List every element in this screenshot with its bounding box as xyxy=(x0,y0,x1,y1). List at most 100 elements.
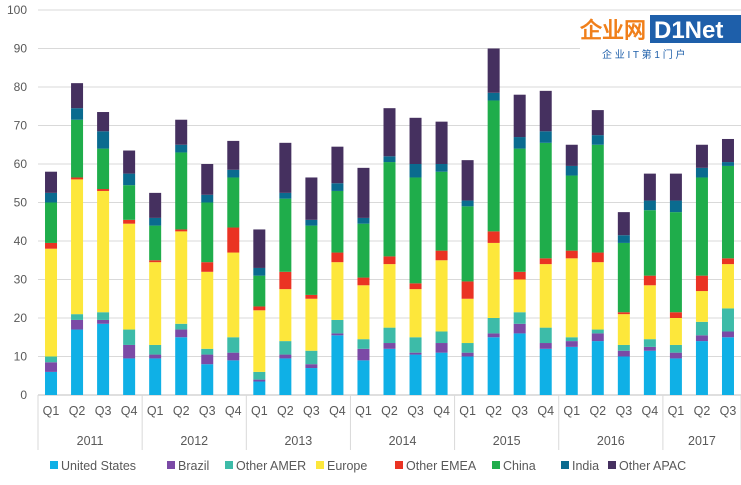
bar-segment-brazil xyxy=(565,341,578,347)
bar-segment-china xyxy=(279,198,292,272)
bar-segment-china xyxy=(123,185,136,220)
quarter-label: Q2 xyxy=(69,404,86,418)
watermark-logo: 企业网 D1Net 企 业 I T 第 1 门 户 xyxy=(579,12,741,62)
bar-segment-other-amer xyxy=(71,314,84,320)
bar-segment-other-amer xyxy=(253,371,266,380)
bar-segment-other-amer xyxy=(357,339,370,349)
legend-label: Brazil xyxy=(178,459,209,473)
bar-segment-other-emea xyxy=(643,275,656,286)
bar-segment-other-apac xyxy=(669,173,682,201)
bar-segment-other-emea xyxy=(71,177,84,180)
bar-segment-china xyxy=(695,177,708,276)
bar-segment-other-amer xyxy=(565,337,578,342)
y-tick-label: 80 xyxy=(14,80,28,94)
year-label: 2016 xyxy=(597,434,625,448)
bar-segment-europe xyxy=(227,252,240,338)
bar-segment-other-emea xyxy=(357,277,370,286)
bar-segment-other-emea xyxy=(97,189,110,191)
year-label: 2013 xyxy=(284,434,312,448)
bar-segment-united-states xyxy=(565,346,578,395)
bar-segment-europe xyxy=(721,264,734,309)
bar-segment-china xyxy=(409,177,422,284)
bar-segment-india xyxy=(97,131,110,149)
watermark-cn: 企业网 xyxy=(580,18,646,43)
bar-segment-brazil xyxy=(175,329,188,338)
bar-segment-other-emea xyxy=(175,229,188,232)
bar-segment-united-states xyxy=(201,364,214,395)
bar-segment-india xyxy=(409,164,422,178)
year-label: 2017 xyxy=(688,434,716,448)
quarter-label: Q4 xyxy=(642,404,659,418)
bar-segment-other-apac xyxy=(253,229,266,268)
bar-segment-europe xyxy=(45,248,58,357)
bar-segment-china xyxy=(669,212,682,313)
bar-segment-other-emea xyxy=(695,275,708,292)
quarter-label: Q1 xyxy=(251,404,268,418)
quarter-label: Q2 xyxy=(589,404,606,418)
bar-segment-brazil xyxy=(409,352,422,355)
quarter-label: Q4 xyxy=(329,404,346,418)
y-tick-label: 70 xyxy=(14,119,28,133)
bar-segment-other-apac xyxy=(279,142,292,193)
bar-segment-europe xyxy=(253,310,266,372)
bar-segment-brazil xyxy=(357,348,370,361)
bar-segment-india xyxy=(123,173,136,186)
bar-segment-india xyxy=(253,267,266,276)
bar-segment-other-apac xyxy=(695,144,708,168)
bar-segment-united-states xyxy=(279,358,292,395)
bar-segment-india xyxy=(487,92,500,101)
bar-segment-india xyxy=(591,135,604,145)
bar-segment-china xyxy=(565,175,578,251)
legend-label: China xyxy=(503,459,536,473)
quarter-label: Q2 xyxy=(173,404,190,418)
bar-segment-europe xyxy=(513,279,526,313)
bar-segment-other-apac xyxy=(123,150,136,174)
legend-label: Other AMER xyxy=(236,459,306,473)
bar-segment-china xyxy=(435,171,448,251)
bar-segment-other-apac xyxy=(539,90,552,132)
bar-segment-brazil xyxy=(539,343,552,349)
bar-segment-other-emea xyxy=(591,252,604,263)
bar-segment-united-states xyxy=(409,354,422,395)
bar-segment-united-states xyxy=(591,341,604,395)
bar-segment-other-apac xyxy=(175,119,188,145)
bar-segment-brazil xyxy=(591,333,604,342)
quarter-label: Q4 xyxy=(121,404,138,418)
bar-segment-other-amer xyxy=(643,339,656,347)
bar-segment-united-states xyxy=(669,358,682,395)
bar-segment-other-amer xyxy=(149,344,162,355)
bar-segment-india xyxy=(383,156,396,163)
bar-segment-europe xyxy=(487,242,500,318)
bar-segment-brazil xyxy=(643,346,656,351)
bar-segment-india xyxy=(721,162,734,166)
bar-segment-united-states xyxy=(487,337,500,395)
bar-segment-europe xyxy=(695,291,708,322)
bar-segment-china xyxy=(149,225,162,261)
bar-segment-other-emea xyxy=(539,258,552,265)
bar-segment-china xyxy=(643,210,656,276)
bar-segment-india xyxy=(201,194,214,203)
watermark-tagline: 企 业 I T 第 1 门 户 xyxy=(602,48,686,61)
quarter-label: Q1 xyxy=(563,404,580,418)
quarter-label: Q3 xyxy=(720,404,737,418)
bar-segment-other-amer xyxy=(513,312,526,324)
y-tick-label: 0 xyxy=(20,388,27,402)
bar-segment-china xyxy=(175,152,188,230)
bar-segment-india xyxy=(149,217,162,226)
bar-segment-other-emea xyxy=(45,242,58,249)
bar-segment-india xyxy=(565,165,578,176)
bar-segment-other-apac xyxy=(227,140,240,170)
bar-segment-united-states xyxy=(175,337,188,395)
bar-segment-united-states xyxy=(71,329,84,395)
quarter-label: Q3 xyxy=(511,404,528,418)
bar-segment-other-apac xyxy=(331,146,344,184)
bar-segment-india xyxy=(539,131,552,143)
bar-segment-europe xyxy=(669,318,682,345)
bar-segment-other-apac xyxy=(97,112,110,132)
bar-segment-other-amer xyxy=(45,356,58,363)
y-tick-label: 10 xyxy=(14,350,28,364)
bar-segment-india xyxy=(305,219,318,226)
bar-segment-other-amer xyxy=(123,329,136,345)
bar-segment-other-emea xyxy=(305,294,318,299)
legend-swatch xyxy=(561,461,569,469)
